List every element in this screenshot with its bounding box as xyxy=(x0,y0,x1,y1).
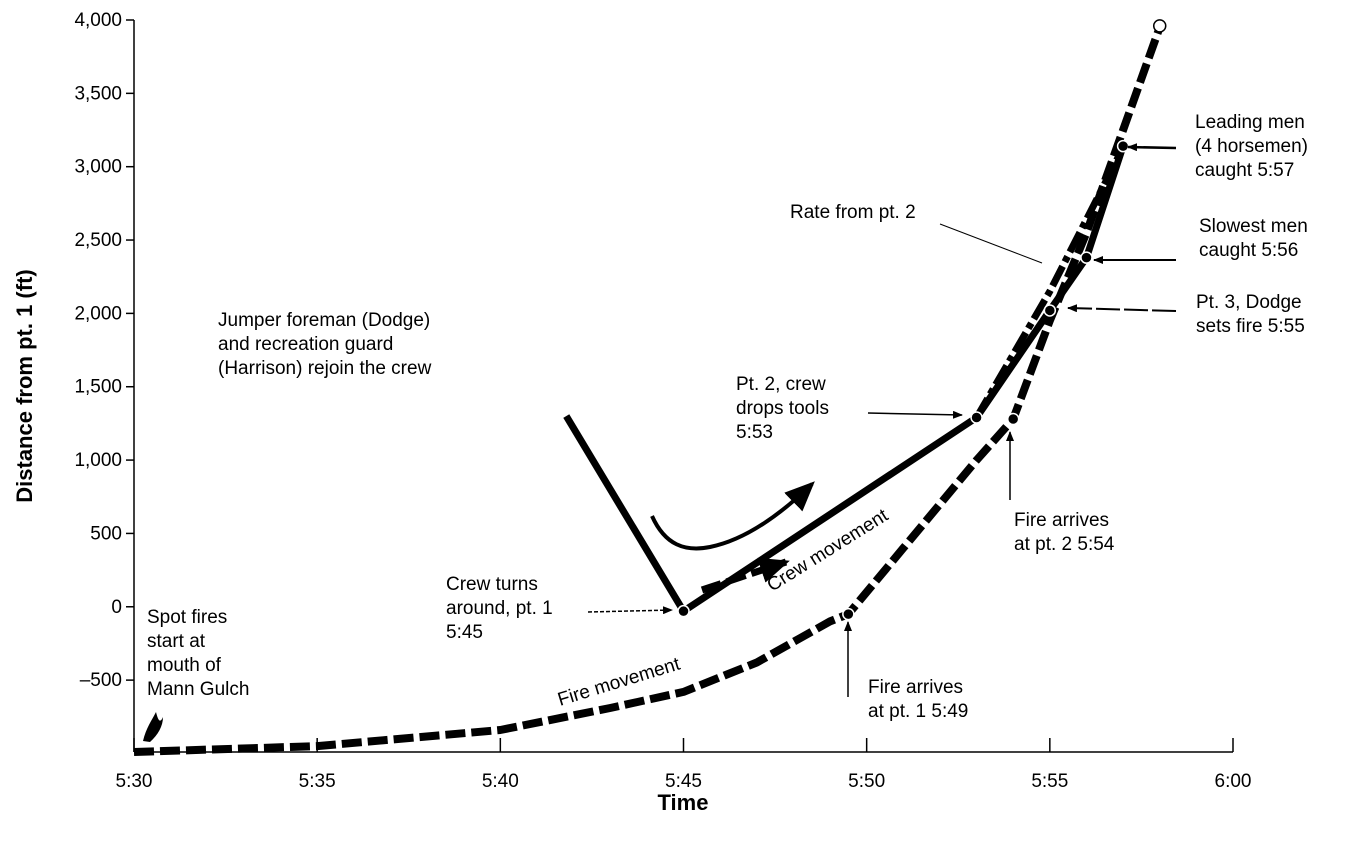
y-axis-title: Distance from pt. 1 (ft) xyxy=(12,269,37,502)
y-tick-label: 4,000 xyxy=(74,10,122,31)
y-tick-label: 0 xyxy=(111,597,122,618)
y-tick-label: 1,000 xyxy=(74,450,122,471)
x-tick-label: 5:35 xyxy=(299,771,336,792)
data-point-marker xyxy=(970,411,983,424)
jumper-label: Jumper foreman (Dodge) and recreation gu… xyxy=(218,310,436,379)
x-tick-label: 5:45 xyxy=(665,771,702,792)
rate-series-line xyxy=(973,146,1127,420)
data-point-marker xyxy=(1080,251,1093,264)
rejoin-line xyxy=(563,414,687,613)
x-tick-label: 5:30 xyxy=(116,771,153,792)
fire-series-line xyxy=(133,25,1164,756)
y-tick-label: 1,500 xyxy=(74,377,122,398)
y-tick-label: 2,500 xyxy=(74,230,122,251)
x-tick-label: 5:40 xyxy=(482,771,519,792)
fire-pt2-label: Fire arrives at pt. 2 5:54 xyxy=(1014,510,1115,555)
leading-men-arrow xyxy=(1127,143,1177,152)
series-layer xyxy=(133,19,1167,756)
x-tick-label: 6:00 xyxy=(1215,771,1252,792)
data-point-marker xyxy=(842,607,855,621)
flame-icon xyxy=(143,712,163,742)
fire-movement-label: Fire movement xyxy=(555,653,683,710)
x-tick-label: 5:50 xyxy=(848,771,885,792)
x-axis-ticks: 5:30 5:35 5:40 5:45 5:50 5:55 6:00 xyxy=(116,738,1252,792)
pt2-drops-arrow xyxy=(867,410,963,419)
slowest-men-label: Slowest men caught 5:56 xyxy=(1199,216,1313,261)
crew-turns-label: Crew turns around, pt. 1 5:45 xyxy=(446,574,558,643)
y-tick-label: 500 xyxy=(90,523,122,544)
data-point-marker xyxy=(677,604,690,618)
pt2-drops-label: Pt. 2, crew drops tools 5:53 xyxy=(736,374,834,443)
y-tick-label: 3,000 xyxy=(74,157,122,178)
y-tick-label: –500 xyxy=(80,670,122,691)
crew-direction-arrow xyxy=(650,481,815,551)
rate-arrow xyxy=(939,223,1043,264)
y-axis-ticks: 4,000 3,500 3,000 2,500 2,000 1,500 1,000 500 0 –… xyxy=(74,10,134,691)
rate-label: Rate from pt. 2 xyxy=(790,202,916,223)
crew-turns-arrow xyxy=(587,606,673,615)
annotation-arrows xyxy=(587,143,1177,697)
data-point-marker xyxy=(1006,412,1020,426)
x-axis-title: Time xyxy=(658,790,709,815)
spot-fires-label: Spot fires start at mouth of Mann Gulch xyxy=(147,607,249,700)
annotations: Spot fires start at mouth of Mann Gulch … xyxy=(147,112,1313,722)
pt3-dodge-arrow xyxy=(1067,304,1177,313)
x-tick-label: 5:55 xyxy=(1031,771,1068,792)
data-point-marker xyxy=(1043,304,1057,317)
fire-pt1-label: Fire arrives at pt. 1 5:49 xyxy=(868,677,968,722)
data-point-marker xyxy=(1116,139,1130,153)
leading-men-label: Leading men (4 horsemen) caught 5:57 xyxy=(1195,112,1313,181)
y-tick-label: 2,000 xyxy=(74,303,122,324)
pt3-dodge-label: Pt. 3, Dodge sets fire 5:55 xyxy=(1196,292,1307,337)
fire-direction-arrow xyxy=(700,557,790,594)
y-tick-label: 3,500 xyxy=(74,83,122,104)
axes xyxy=(133,20,1233,753)
endpoint-marker xyxy=(1152,19,1167,33)
